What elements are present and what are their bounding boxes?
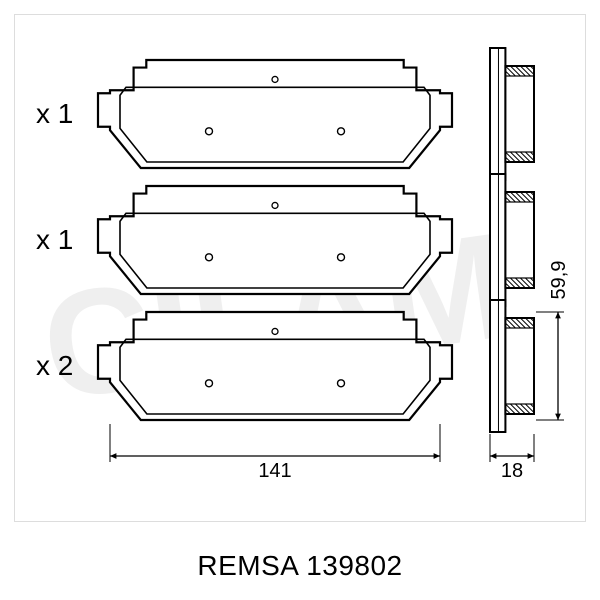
technical-drawing bbox=[0, 0, 600, 600]
footer-caption: REMSA 139802 bbox=[0, 550, 600, 582]
part-number: 139802 bbox=[306, 550, 402, 581]
brand-name: REMSA bbox=[197, 550, 298, 581]
diagram-canvas: CIFAM x 1 x 1 x 2 141 18 59,9 REMSA 1398… bbox=[0, 0, 600, 600]
qty-label-row2: x 1 bbox=[36, 224, 73, 256]
dim-width: 141 bbox=[110, 460, 440, 483]
qty-label-row3: x 2 bbox=[36, 350, 73, 382]
qty-label-row1: x 1 bbox=[36, 98, 73, 130]
dim-height: 59,9 bbox=[548, 260, 571, 300]
dim-thickness: 18 bbox=[480, 460, 544, 483]
